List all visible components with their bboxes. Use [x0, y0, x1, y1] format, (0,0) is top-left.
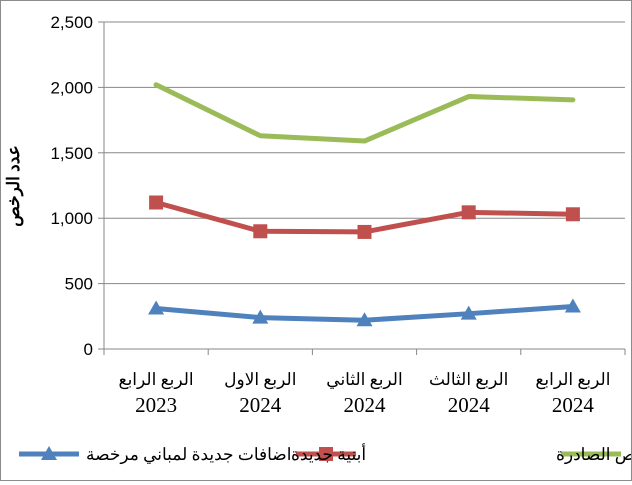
data-point-marker: [252, 309, 269, 324]
series-lines: [153, 82, 576, 323]
x-tick-label-year: 2024: [239, 393, 282, 417]
legend-label: الرخص الصادرة: [556, 445, 631, 465]
series-markers: [148, 195, 581, 327]
data-point-marker: [460, 305, 477, 320]
y-tick-label: 2,000: [50, 78, 93, 97]
axes: [98, 21, 626, 355]
series-line: [153, 82, 576, 144]
data-point-marker: [149, 195, 164, 210]
x-tick-label-quarter: الربع الاول: [224, 370, 296, 390]
data-point-marker: [253, 224, 268, 239]
x-tick-label-quarter: الربع الرابع: [535, 370, 610, 390]
x-tick-label-year: 2024: [448, 393, 491, 417]
legend-item: أبنية جديدة: [291, 443, 366, 464]
legend-label: أبنية جديدة: [291, 443, 366, 464]
x-tick-label-quarter: الربع الثالث: [429, 370, 508, 390]
y-tick-label: 500: [65, 275, 93, 294]
y-tick-label: 0: [84, 340, 93, 359]
gridlines: [104, 21, 625, 285]
legend-item: الرخص الصادرة: [556, 445, 632, 465]
legend-item: اضافات جديدة لمباني مرخصة: [19, 445, 291, 465]
x-tick-label-year: 2024: [552, 393, 595, 417]
y-axis-label: عدد الرخص: [4, 145, 24, 227]
x-tick-label-quarter: الربع الثاني: [326, 370, 402, 390]
data-point-marker: [356, 312, 373, 327]
y-tick-labels: 0 500 1,000 1,500 2,000 2,500: [50, 13, 93, 359]
data-point-marker: [461, 205, 476, 220]
y-tick-label: 1,500: [50, 144, 93, 163]
data-point-marker: [565, 207, 580, 222]
legend-swatch-marker: [319, 447, 333, 461]
x-tick-label-year: 2024: [344, 393, 387, 417]
data-point-marker: [148, 300, 165, 315]
y-tick-label: 2,500: [50, 13, 93, 32]
data-point-marker: [357, 224, 372, 239]
legend-label: اضافات جديدة لمباني مرخصة: [86, 445, 291, 465]
legend-swatch-marker: [41, 446, 57, 460]
x-tick-label-year: 2023: [135, 393, 177, 417]
x-tick-labels: الربع الرابع 2023 الربع الاول 2024 الربع الث…: [119, 370, 611, 417]
y-tick-label: 1,000: [50, 209, 93, 228]
x-tick-label-quarter: الربع الرابع: [119, 370, 194, 390]
data-point-marker: [564, 298, 581, 313]
